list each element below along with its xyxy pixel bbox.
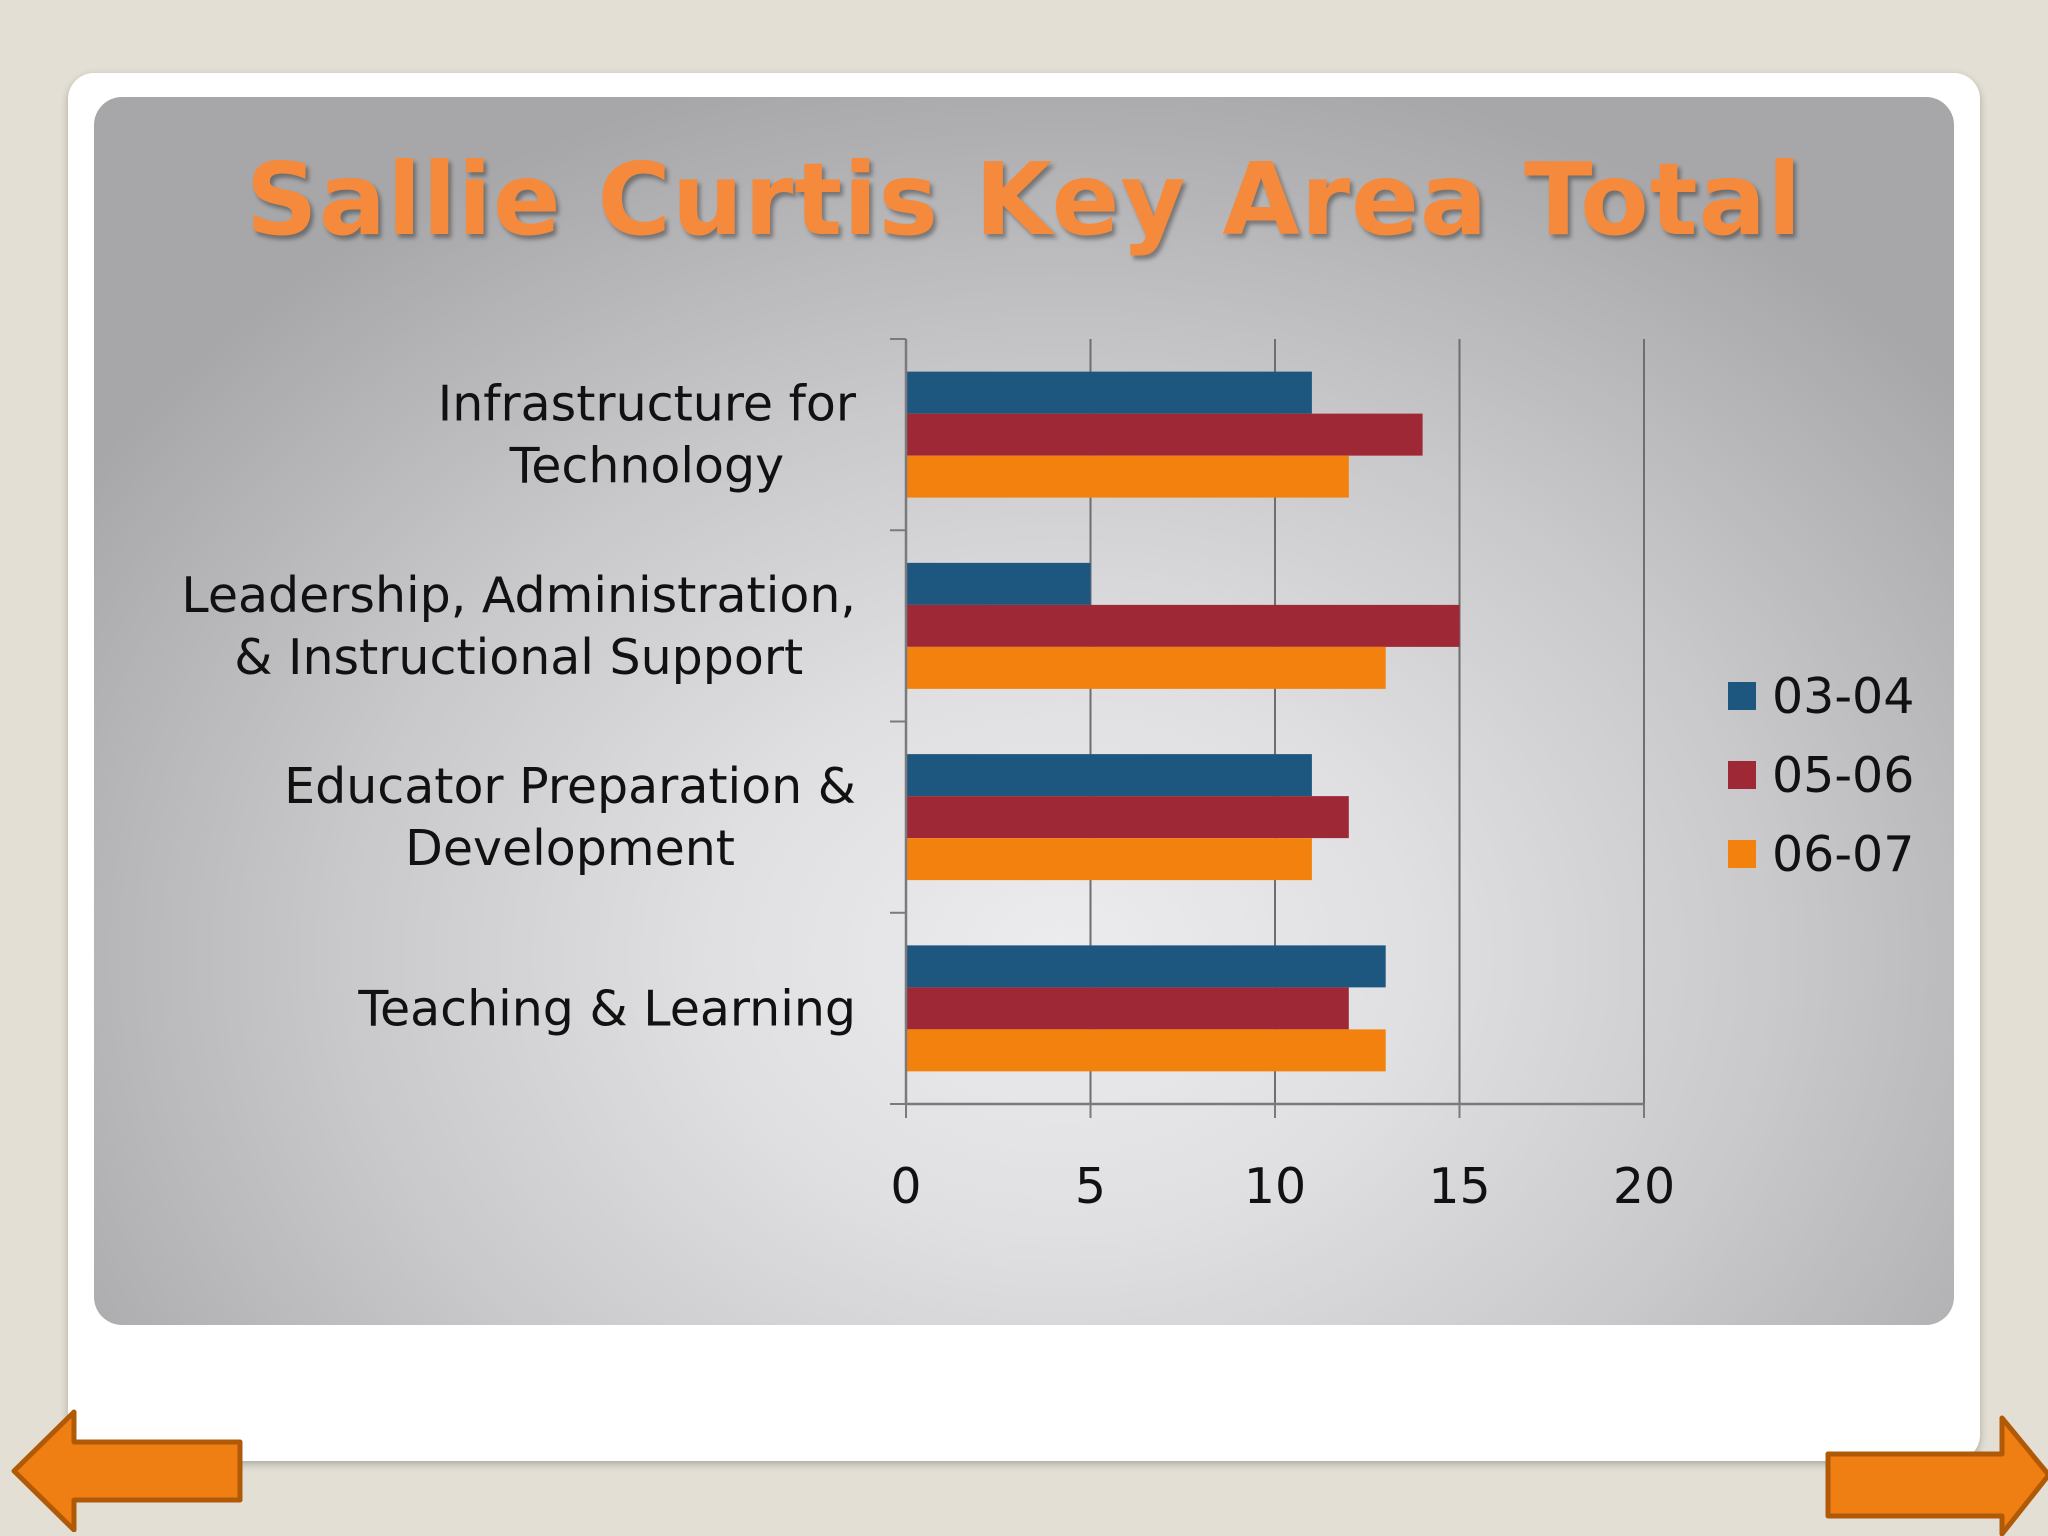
bar — [906, 987, 1349, 1030]
bar — [906, 371, 1312, 414]
bar — [906, 455, 1349, 498]
legend-label: 06-07 — [1772, 826, 1914, 883]
left-arrow-icon[interactable] — [8, 1408, 248, 1532]
bar — [906, 754, 1312, 797]
legend-label: 03-04 — [1772, 668, 1914, 725]
bar — [906, 838, 1312, 881]
bar — [906, 413, 1423, 456]
x-tick-label: 20 — [1613, 1158, 1675, 1215]
legend-swatch — [1728, 840, 1756, 868]
category-label: Educator Preparation & Development — [284, 758, 856, 877]
slide-title: Sallie Curtis Key Area Total — [245, 141, 1803, 258]
bar — [906, 562, 1091, 605]
legend-label: 05-06 — [1772, 747, 1914, 804]
category-label: Leadership, Administration, & Instruction… — [181, 567, 856, 686]
bar — [906, 1029, 1386, 1072]
x-tick-label: 15 — [1428, 1158, 1490, 1215]
bar — [906, 945, 1386, 988]
bar — [906, 796, 1349, 839]
x-tick-label: 10 — [1244, 1158, 1306, 1215]
x-tick-label: 0 — [890, 1158, 921, 1215]
legend-swatch — [1728, 682, 1756, 710]
bar — [906, 604, 1460, 647]
x-tick-label: 5 — [1075, 1158, 1106, 1215]
category-label: Teaching & Learning — [357, 980, 856, 1037]
right-arrow-icon[interactable] — [1822, 1412, 2048, 1536]
bar — [906, 646, 1386, 689]
legend-swatch — [1728, 761, 1756, 789]
category-label: Infrastructure for Technology — [438, 376, 857, 495]
